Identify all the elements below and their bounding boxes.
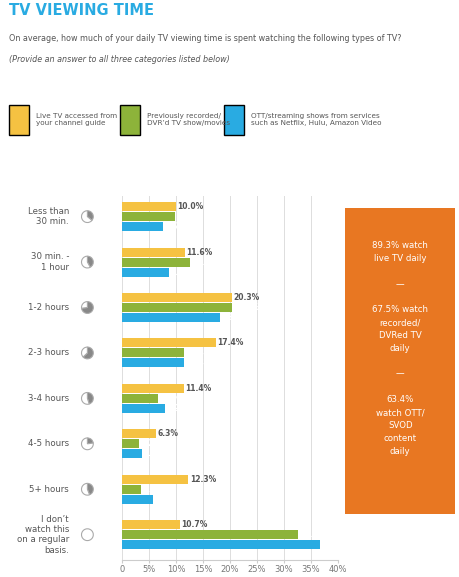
Text: 8.7%: 8.7% [170, 268, 191, 276]
Text: 10.0%: 10.0% [177, 202, 203, 211]
Wedge shape [81, 392, 89, 404]
Bar [122, 439, 139, 448]
Wedge shape [87, 256, 93, 267]
Bar [122, 303, 231, 312]
FancyBboxPatch shape [9, 104, 29, 135]
Bar [122, 313, 220, 322]
Text: 32.5%: 32.5% [298, 530, 325, 539]
Text: OTT/streaming shows from services
such as Netflix, Hulu, Amazon Video: OTT/streaming shows from services such a… [251, 113, 381, 126]
Bar [122, 485, 141, 494]
Text: 20.3%: 20.3% [233, 293, 259, 302]
Bar [122, 475, 188, 484]
Text: Previously recorded/
DVR’d TV show/movies: Previously recorded/ DVR’d TV show/movie… [146, 113, 230, 126]
Text: 20.3%: 20.3% [233, 303, 259, 312]
Wedge shape [81, 529, 93, 541]
Bar [122, 222, 162, 231]
Wedge shape [81, 484, 90, 495]
Bar [122, 257, 190, 267]
Wedge shape [81, 211, 92, 223]
Text: 11.4%: 11.4% [185, 358, 211, 368]
Text: 7.6%: 7.6% [164, 222, 185, 231]
FancyBboxPatch shape [120, 104, 140, 135]
Bar [122, 338, 215, 347]
Wedge shape [81, 347, 87, 357]
Wedge shape [81, 256, 90, 268]
Text: 6.3%: 6.3% [157, 429, 178, 439]
Wedge shape [87, 438, 93, 444]
Text: 12.6%: 12.6% [191, 257, 218, 267]
Bar [122, 494, 153, 504]
Bar [122, 394, 158, 403]
Text: 3.6%: 3.6% [143, 485, 163, 494]
Bar [122, 268, 168, 276]
Text: (Provide an answer to all three categories listed below): (Provide an answer to all three categori… [9, 55, 230, 65]
Bar [122, 248, 184, 257]
Wedge shape [87, 484, 93, 494]
Text: 5.8%: 5.8% [155, 494, 175, 504]
Bar [122, 429, 156, 439]
Bar [122, 212, 174, 221]
Text: 18.2%: 18.2% [221, 313, 248, 322]
Text: 11.4%: 11.4% [185, 349, 211, 357]
Text: 17.4%: 17.4% [217, 339, 243, 347]
Bar [122, 530, 297, 539]
Text: Live TV accessed from
your channel guide: Live TV accessed from your channel guide [36, 113, 117, 126]
Text: 6.7%: 6.7% [159, 394, 180, 403]
Text: 10.7%: 10.7% [181, 520, 207, 529]
Text: 89.3% watch
live TV daily

—

67.5% watch
recorded/
DVRed TV
daily

—

63.4%
wat: 89.3% watch live TV daily — 67.5% watch … [371, 241, 427, 456]
Bar [122, 202, 176, 211]
Text: 12.3%: 12.3% [190, 475, 216, 484]
Text: TV VIEWING TIME: TV VIEWING TIME [9, 3, 154, 18]
Text: 7.9%: 7.9% [166, 404, 187, 413]
Bar [122, 449, 141, 458]
Text: 3.7%: 3.7% [143, 449, 164, 458]
Wedge shape [81, 438, 93, 449]
FancyBboxPatch shape [224, 104, 244, 135]
Bar [122, 384, 183, 393]
Text: 3.2%: 3.2% [140, 439, 162, 448]
Wedge shape [87, 211, 93, 220]
Wedge shape [81, 302, 87, 308]
Text: 11.6%: 11.6% [186, 248, 212, 257]
Bar [122, 520, 179, 529]
Wedge shape [87, 392, 93, 404]
Bar [122, 293, 231, 302]
Text: 36.6%: 36.6% [321, 540, 347, 549]
Text: 9.8%: 9.8% [176, 212, 197, 221]
Wedge shape [81, 302, 93, 313]
Wedge shape [83, 347, 93, 359]
Bar [122, 358, 183, 368]
Bar [122, 349, 183, 358]
Text: On average, how much of your daily TV viewing time is spent watching the followi: On average, how much of your daily TV vi… [9, 33, 401, 43]
Bar [122, 404, 164, 413]
Bar [122, 540, 319, 549]
Text: 11.4%: 11.4% [185, 384, 211, 393]
